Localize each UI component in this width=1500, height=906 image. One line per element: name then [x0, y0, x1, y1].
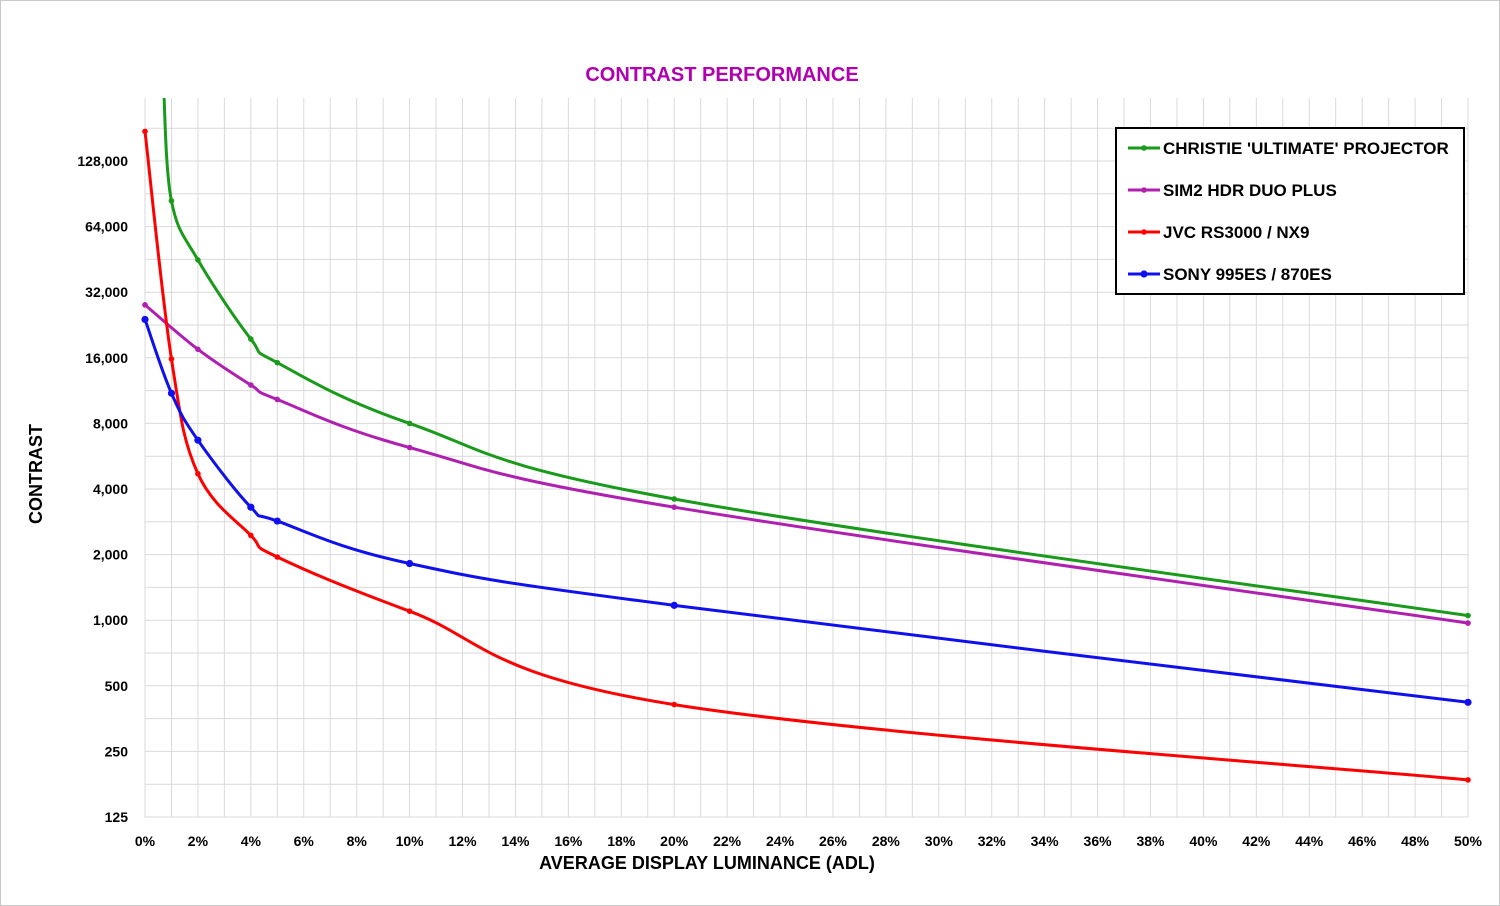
data-point	[195, 257, 201, 263]
x-tick-label: 36%	[1084, 833, 1113, 849]
data-point	[167, 389, 176, 397]
y-tick-label: 4,000	[93, 481, 128, 497]
data-point	[247, 503, 255, 511]
data-point	[671, 496, 677, 502]
legend-label: CHRISTIE 'ULTIMATE' PROJECTOR	[1163, 139, 1449, 158]
y-axis-label: CONTRAST	[26, 424, 46, 524]
x-tick-label: 0%	[135, 833, 156, 849]
x-tick-label: 18%	[607, 833, 636, 849]
x-tick-label: 16%	[554, 833, 583, 849]
data-point	[195, 470, 201, 477]
data-point	[274, 359, 281, 366]
x-tick-label: 6%	[294, 833, 315, 849]
data-point	[274, 554, 281, 560]
data-point	[194, 436, 202, 444]
chart-title: CONTRAST PERFORMANCE	[585, 64, 858, 86]
legend-marker	[1140, 270, 1148, 278]
x-tick-label: 46%	[1348, 833, 1377, 849]
y-tick-label: 32,000	[85, 284, 128, 300]
x-axis-ticks: 0% 2% 4% 6% 8% 10% 12% 14% 16% 18% 20% 22% 24% 26% 28%…	[135, 833, 1483, 849]
legend: CHRISTIE 'ULTIMATE' PROJECTOR SIM2 HDR DU…	[1115, 127, 1465, 295]
legend-marker	[1141, 187, 1147, 193]
y-tick-label: 128,000	[77, 153, 128, 169]
x-tick-label: 22%	[713, 833, 742, 849]
x-tick-label: 34%	[1031, 833, 1060, 849]
legend-marker	[1141, 145, 1147, 151]
y-tick-label: 500	[105, 678, 129, 694]
x-tick-label: 38%	[1136, 833, 1165, 849]
data-point	[1465, 777, 1471, 783]
data-point	[248, 532, 254, 539]
x-tick-label: 8%	[347, 833, 368, 849]
y-tick-label: 250	[105, 743, 129, 759]
x-axis-label: AVERAGE DISPLAY LUMINANCE (ADL)	[539, 853, 875, 873]
y-tick-label: 16,000	[85, 350, 128, 366]
data-point	[142, 128, 148, 135]
x-tick-label: 50%	[1454, 833, 1483, 849]
x-tick-label: 26%	[819, 833, 848, 849]
series-line	[144, 303, 1469, 625]
data-point	[273, 517, 281, 525]
y-tick-label: 1,000	[93, 612, 128, 628]
data-point	[406, 420, 413, 427]
x-tick-label: 14%	[501, 833, 530, 849]
legend-marker	[1141, 229, 1147, 235]
x-tick-label: 48%	[1401, 833, 1430, 849]
data-point	[168, 198, 175, 204]
data-point	[671, 504, 677, 511]
series-line	[143, 318, 1469, 704]
x-tick-label: 2%	[188, 833, 209, 849]
y-tick-label: 8,000	[93, 415, 128, 431]
data-point	[670, 601, 678, 609]
legend-label: JVC RS3000 / NX9	[1163, 223, 1309, 242]
legend-label: SONY 995ES / 870ES	[1163, 265, 1332, 284]
grid	[144, 98, 1469, 818]
x-tick-label: 44%	[1295, 833, 1324, 849]
series-line	[162, 98, 1469, 618]
data-point	[274, 396, 281, 403]
data-point	[406, 444, 413, 451]
y-axis-ticks: 125 250 500 1,000 2,000 4,000 8,000 16,000 32,00…	[77, 153, 128, 825]
data-point	[248, 382, 254, 388]
x-tick-label: 10%	[396, 833, 425, 849]
y-tick-label: 2,000	[93, 547, 128, 563]
data-point	[141, 315, 149, 324]
legend-box	[1115, 127, 1465, 295]
data-point	[168, 356, 175, 362]
data-point	[142, 302, 148, 308]
y-tick-label: 125	[105, 809, 129, 825]
x-tick-label: 28%	[872, 833, 901, 849]
data-point	[1464, 698, 1472, 706]
y-tick-label: 64,000	[85, 219, 128, 235]
series-lines	[141, 98, 1472, 783]
series-line	[143, 131, 1469, 782]
legend-label: SIM2 HDR DUO PLUS	[1163, 181, 1337, 200]
x-tick-label: 12%	[449, 833, 478, 849]
data-point	[406, 608, 413, 614]
data-point	[1465, 612, 1471, 619]
data-point	[406, 559, 414, 568]
x-tick-label: 30%	[925, 833, 954, 849]
x-tick-label: 42%	[1242, 833, 1271, 849]
x-tick-label: 4%	[241, 833, 262, 849]
x-tick-label: 24%	[766, 833, 795, 849]
data-point	[195, 346, 201, 353]
data-point	[671, 701, 677, 708]
x-tick-label: 20%	[660, 833, 689, 849]
x-tick-label: 40%	[1189, 833, 1218, 849]
data-point	[248, 336, 254, 342]
x-tick-label: 32%	[978, 833, 1007, 849]
data-point	[1465, 620, 1471, 626]
